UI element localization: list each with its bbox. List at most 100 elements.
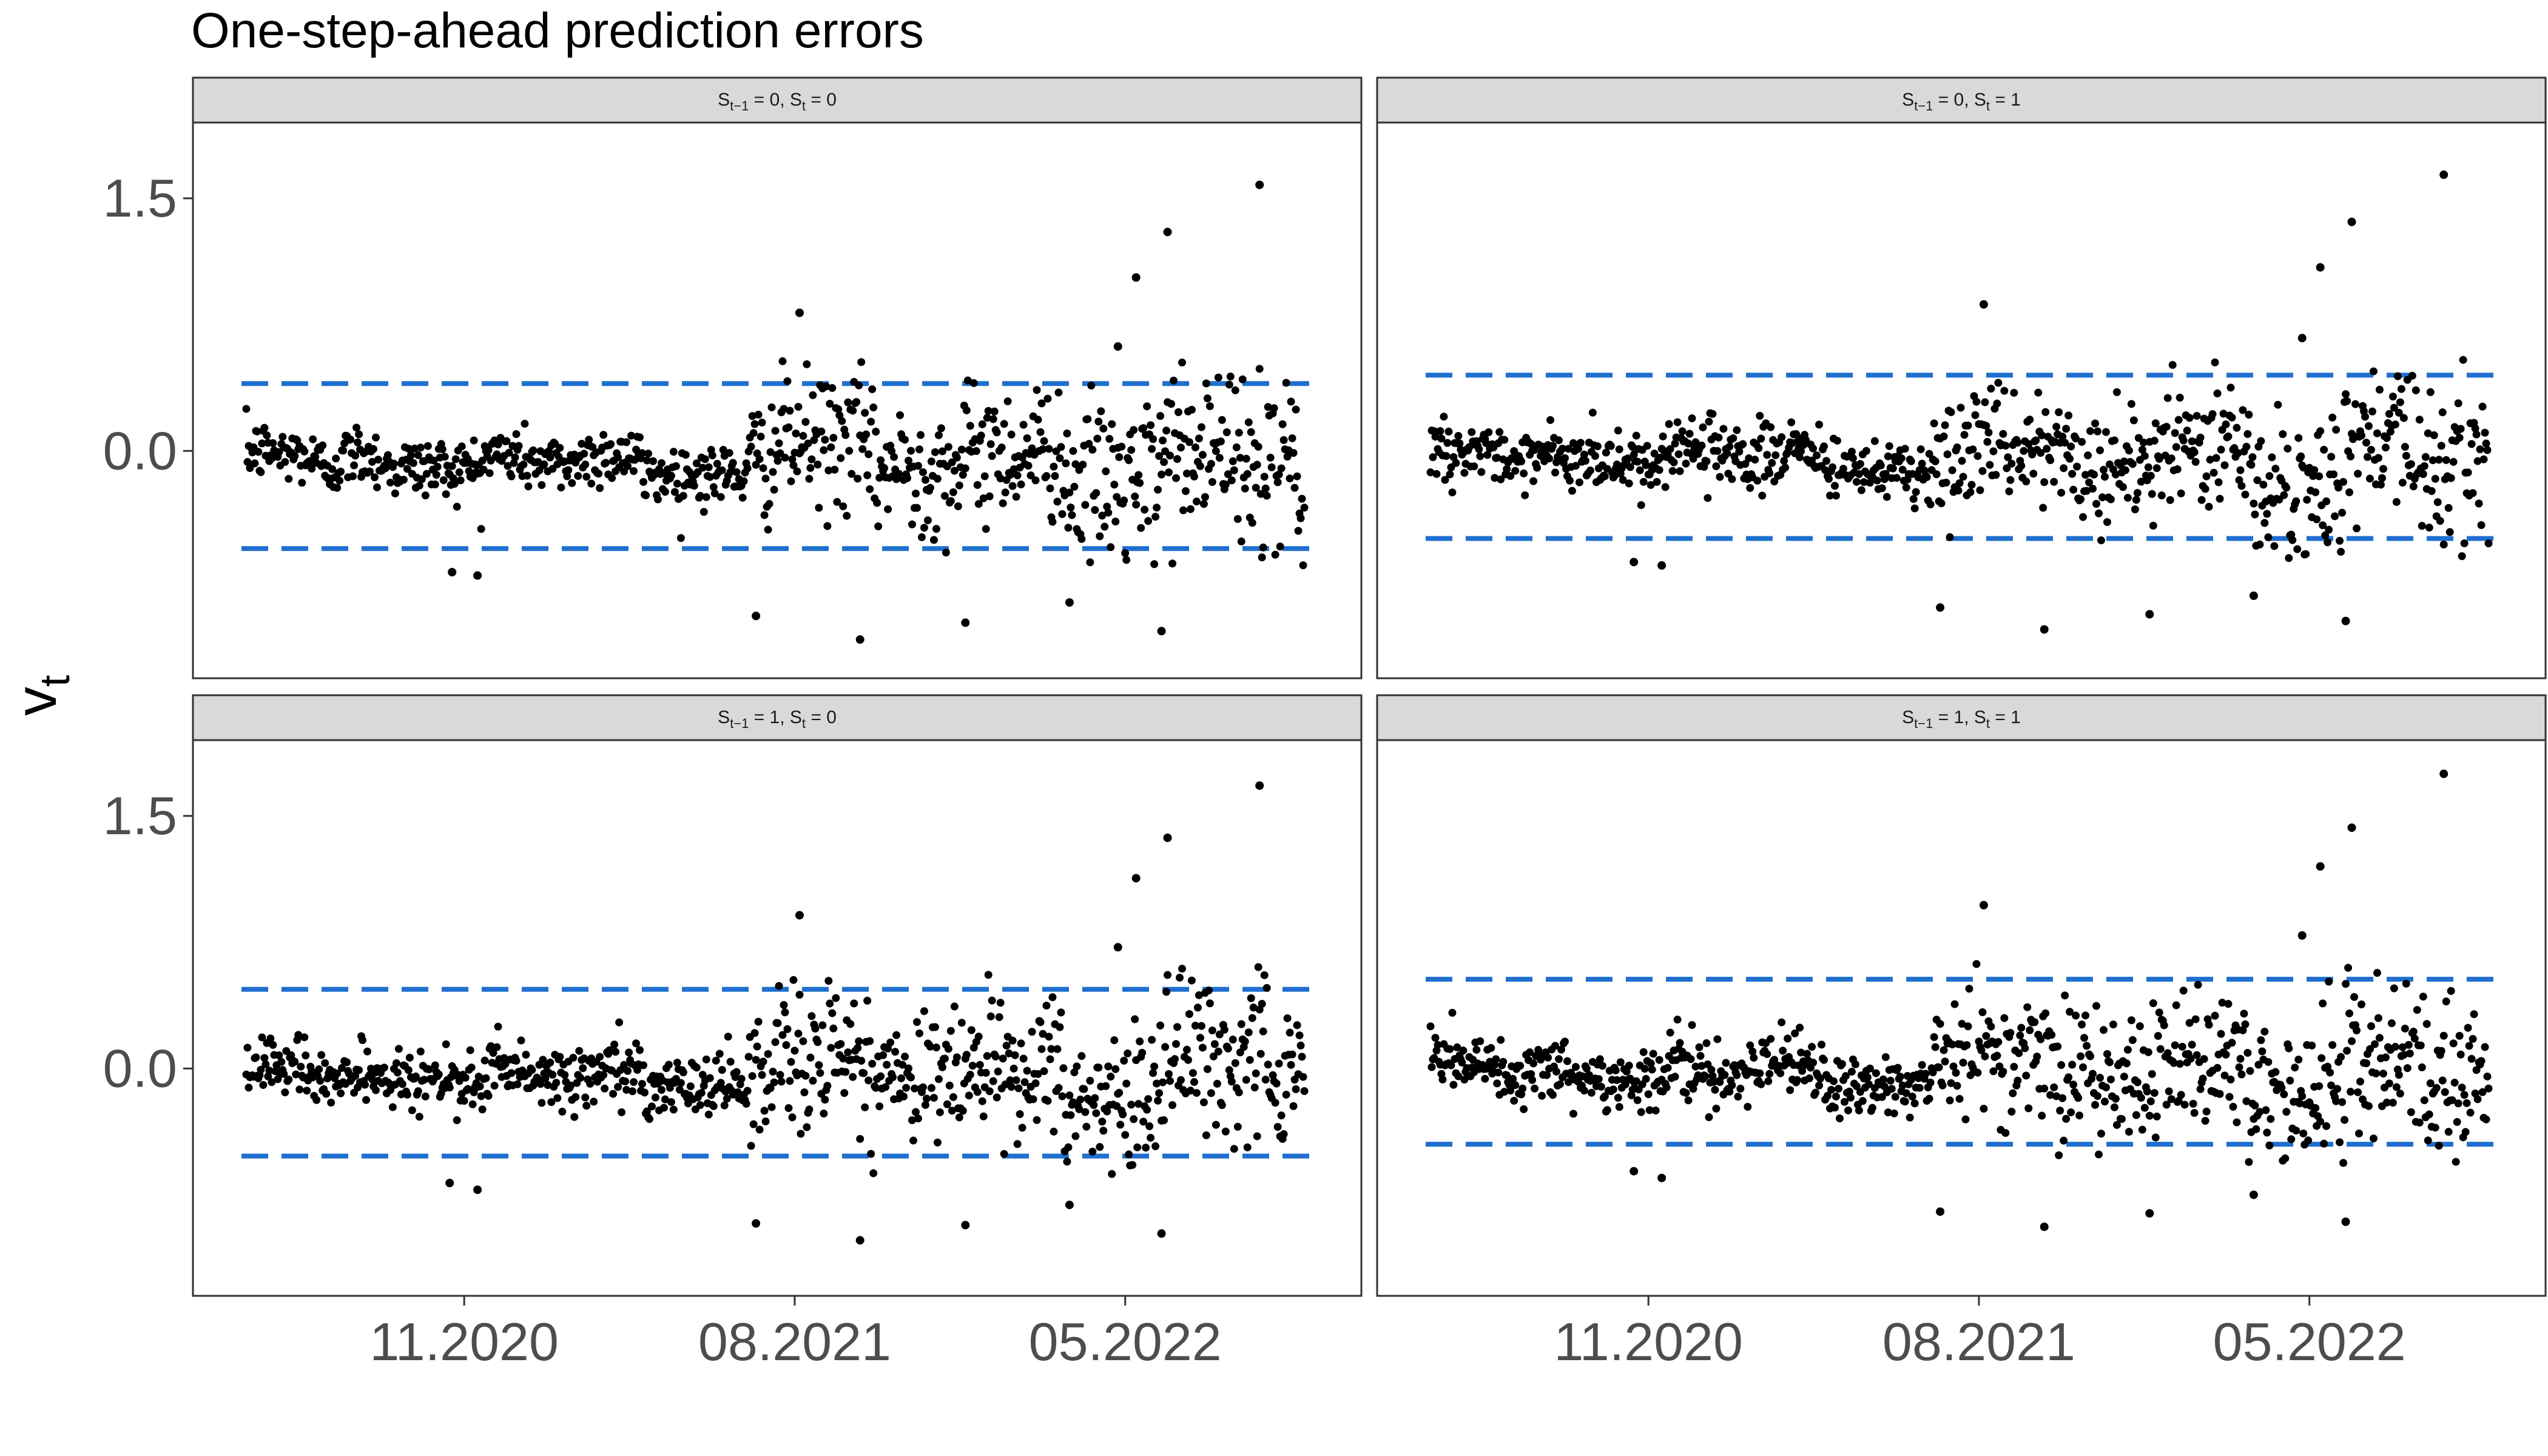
data-point	[505, 448, 513, 457]
data-point	[1000, 420, 1008, 428]
data-point	[1931, 457, 1940, 465]
data-point	[988, 452, 996, 460]
data-point	[2163, 394, 2172, 402]
data-point	[1558, 444, 1566, 453]
data-point	[1033, 386, 1041, 394]
data-point	[2405, 1050, 2414, 1058]
data-point	[2378, 474, 2386, 482]
data-point	[638, 449, 647, 457]
data-point	[1797, 1048, 1805, 1057]
data-point	[568, 479, 576, 487]
data-point	[2038, 431, 2046, 440]
data-point	[2080, 1034, 2089, 1042]
data-point	[1218, 416, 1226, 424]
data-point	[420, 1076, 428, 1084]
data-point	[1088, 445, 1097, 454]
data-point	[1786, 1086, 1795, 1094]
data-point	[778, 357, 787, 365]
data-point	[1947, 1079, 1955, 1087]
data-point	[2131, 505, 2139, 514]
data-point	[1122, 556, 1131, 564]
data-point	[1571, 462, 1580, 470]
strip-label-part: S	[1902, 707, 1914, 727]
data-point	[1947, 408, 1955, 416]
data-point	[1751, 456, 1759, 464]
data-point	[2322, 497, 2331, 505]
data-point	[1296, 1041, 1305, 1050]
data-point	[433, 462, 442, 471]
data-point	[2379, 465, 2387, 473]
data-point	[242, 405, 251, 413]
data-point	[918, 468, 927, 476]
data-point	[1093, 434, 1102, 443]
data-point	[1834, 1085, 1842, 1093]
data-point	[1253, 460, 1261, 469]
data-point	[884, 1044, 892, 1053]
data-point	[1546, 416, 1555, 424]
data-point	[1689, 454, 1697, 463]
data-point	[1545, 454, 1554, 463]
data-point	[281, 1088, 289, 1097]
data-point	[1120, 1056, 1128, 1065]
data-point	[854, 474, 862, 483]
data-point	[300, 1033, 309, 1042]
data-point	[2206, 456, 2214, 464]
y-axis-label: vt	[4, 675, 78, 716]
data-point	[2259, 480, 2268, 489]
data-point	[337, 467, 345, 476]
outlier-point	[961, 1221, 970, 1230]
data-point	[1260, 971, 1269, 979]
data-point	[1684, 1096, 1693, 1105]
data-point	[770, 485, 778, 494]
data-point	[2464, 468, 2472, 477]
data-point	[1884, 1108, 1892, 1117]
outlier-point	[2316, 263, 2325, 272]
data-point	[991, 1053, 1000, 1061]
data-point	[2393, 372, 2402, 380]
data-point	[827, 443, 835, 451]
data-point	[1676, 1039, 1684, 1047]
data-point	[2208, 410, 2217, 418]
data-point	[2097, 536, 2105, 545]
data-point	[1131, 1015, 1139, 1023]
data-point	[432, 471, 440, 479]
data-point	[2039, 504, 2048, 512]
data-point	[2023, 1003, 2032, 1011]
data-point	[696, 491, 704, 500]
data-point	[1614, 426, 1622, 435]
data-point	[749, 1120, 758, 1128]
data-point	[328, 465, 337, 473]
outlier-point	[2347, 823, 2356, 832]
data-point	[1215, 1030, 1224, 1039]
data-point	[587, 479, 596, 488]
data-point	[2248, 453, 2257, 461]
data-point	[923, 516, 932, 525]
data-point	[669, 1105, 678, 1114]
data-point	[2093, 427, 2101, 436]
data-point	[2365, 1045, 2374, 1053]
outlier-point	[2439, 769, 2449, 778]
data-point	[789, 976, 798, 984]
data-point	[2226, 383, 2235, 392]
data-point	[2000, 1014, 2009, 1022]
data-point	[263, 431, 271, 440]
data-point	[2347, 1088, 2355, 1096]
outlier-point	[1630, 558, 1639, 567]
data-point	[1299, 1073, 1307, 1081]
data-point	[837, 1040, 845, 1048]
data-point	[1199, 1098, 1208, 1107]
strip-label-part: S	[1902, 90, 1914, 110]
data-point	[409, 459, 417, 467]
data-point	[2483, 446, 2492, 454]
data-point	[1597, 1082, 1605, 1091]
data-point	[1767, 423, 1775, 431]
data-point	[1684, 439, 1693, 448]
data-point	[1741, 460, 1750, 468]
data-point	[1122, 1079, 1131, 1088]
data-point	[929, 536, 938, 544]
data-point	[1011, 1051, 1019, 1059]
data-point	[794, 1030, 803, 1038]
data-point	[641, 491, 650, 499]
data-point	[484, 1091, 493, 1100]
data-point	[2424, 1136, 2432, 1145]
